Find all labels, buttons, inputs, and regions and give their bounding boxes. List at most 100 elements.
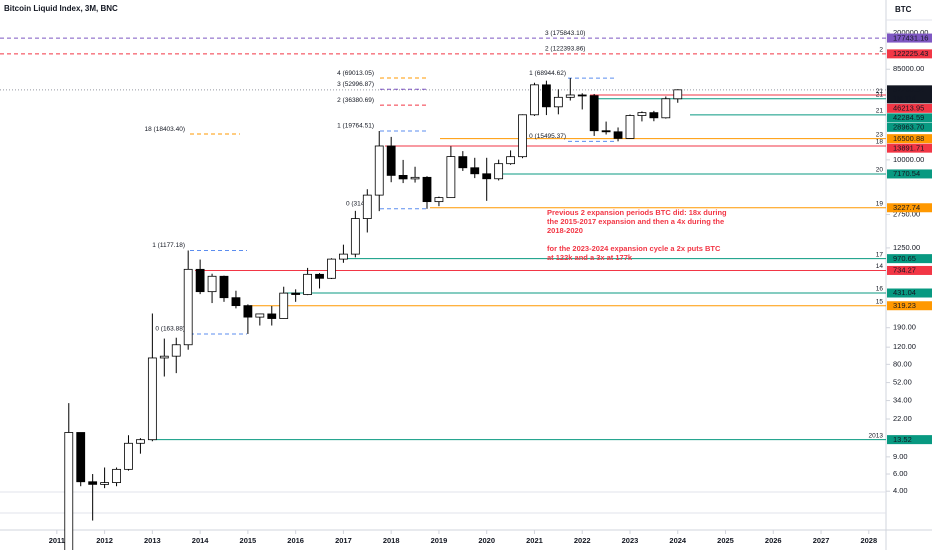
price-label-bg — [887, 143, 932, 153]
annotation: Previous 2 expansion periods BTC did: 18… — [547, 208, 727, 271]
price-label: 13.52 — [893, 435, 912, 444]
x-tick-label: 2011 — [49, 536, 65, 545]
x-tick-label: 2024 — [669, 536, 687, 545]
x-tick-label: 2021 — [526, 536, 543, 545]
x-tick-label: 2018 — [383, 536, 400, 545]
candle-body — [243, 305, 253, 318]
fib-label: 18 (18403.40) — [145, 126, 185, 133]
x-tick-label: 2028 — [860, 536, 877, 545]
fib-label: 1 (68944.62) — [529, 70, 566, 77]
countdown-label: 1M 11d — [893, 95, 916, 102]
price-label: 122225.43 — [893, 49, 928, 58]
y-tick-label: 4.00 — [893, 486, 908, 495]
candle-body — [339, 253, 348, 260]
price-label-bg — [887, 134, 932, 144]
candle-body — [64, 432, 74, 550]
y-tick-label: 9.00 — [893, 452, 908, 461]
candle-body — [171, 344, 181, 357]
candle-body — [506, 156, 515, 165]
candle-body — [255, 313, 265, 318]
candle-body — [159, 355, 169, 359]
y-tick-label: 200000.00 — [893, 28, 928, 37]
price-label-bg — [887, 288, 932, 298]
candle-body — [398, 174, 408, 180]
candle-body — [88, 481, 98, 485]
candle-body — [291, 292, 301, 295]
candle-body — [279, 292, 289, 319]
fib-label: 0 (163.88) — [155, 326, 185, 333]
candle-body — [601, 130, 611, 133]
x-tick-label: 2027 — [813, 536, 830, 545]
price-label-bg — [887, 103, 932, 113]
x-tick-label: 2022 — [574, 536, 591, 545]
price-label: 734.27 — [893, 266, 916, 275]
candle-body — [613, 131, 623, 139]
price-label: 42284.59 — [893, 113, 924, 122]
x-tick-label: 2013 — [144, 536, 161, 545]
candle-body — [136, 439, 145, 444]
fib-label: 0 (15495.37) — [529, 133, 566, 140]
price-label-bg — [887, 435, 932, 445]
x-tick-label: 2020 — [478, 536, 495, 545]
fib-label: 1 (1177.18) — [152, 242, 185, 249]
y-tick-label: 2750.00 — [893, 210, 920, 219]
candle-body — [219, 275, 229, 299]
level-tag: 2 — [879, 47, 883, 54]
candle-body — [386, 145, 396, 176]
candle-body — [542, 84, 551, 108]
candle-body — [422, 176, 432, 203]
x-tick-label: 2019 — [431, 536, 448, 545]
x-tick-label: 2014 — [192, 536, 210, 545]
fib-label: 3 (52996.87) — [337, 81, 374, 88]
level-tag: 21 — [876, 108, 884, 115]
price-label: 52260.34 — [893, 85, 924, 94]
y-tick-label: 80.00 — [893, 359, 912, 368]
price-label-bg — [887, 49, 932, 59]
y-tick-label: 6.00 — [893, 469, 908, 478]
candle-body — [625, 115, 635, 139]
fib-label: 4 (69013.05) — [337, 70, 374, 77]
price-label: 16500.88 — [893, 134, 924, 143]
candle-body — [147, 357, 157, 441]
price-label: 7170.54 — [893, 169, 920, 178]
candle-body — [350, 218, 360, 255]
candle-body — [195, 268, 205, 293]
candle-body — [267, 313, 277, 319]
price-label-bg — [887, 254, 932, 264]
level-tag: 14 — [876, 263, 884, 270]
candle-body — [207, 275, 217, 293]
candle-body — [530, 84, 539, 116]
candle-body — [458, 156, 468, 169]
fib-label: 3 (175843.10) — [545, 30, 585, 37]
y-tick-label: 120.00 — [893, 342, 916, 351]
candle-body — [482, 173, 492, 180]
y-tick-label: 34.00 — [893, 396, 912, 405]
fib-label: 0 (3148 — [346, 201, 368, 208]
candle-body — [565, 94, 575, 98]
price-label-bg — [887, 203, 932, 213]
x-tick-label: 2025 — [717, 536, 734, 545]
price-label-bg — [887, 85, 932, 104]
annotation-text: for the 2023-2024 expansion cycle a 2x p… — [547, 244, 721, 262]
candle-body — [303, 273, 312, 295]
candle-body — [362, 194, 372, 219]
candle-body — [112, 468, 121, 484]
candle-body — [589, 95, 599, 132]
candle-body — [673, 89, 683, 100]
x-tick-label: 2012 — [96, 536, 113, 545]
fib-label: 2 (36380.69) — [337, 97, 374, 104]
candle-body — [494, 163, 504, 180]
annotation-text: Previous 2 expansion periods BTC did: 18… — [547, 208, 727, 235]
y-tick-label: 190.00 — [893, 323, 916, 332]
y-tick-label: 52.00 — [893, 378, 912, 387]
x-tick-label: 2023 — [622, 536, 639, 545]
price-label: 3227.74 — [893, 203, 920, 212]
candle-body — [76, 432, 86, 483]
y-tick-label: 85000.00 — [893, 64, 924, 73]
price-label-bg — [887, 122, 932, 132]
candle-body — [637, 112, 647, 116]
candle-body — [124, 442, 133, 470]
x-tick-label: 2026 — [765, 536, 782, 545]
candle-body — [649, 112, 659, 119]
chart-title: Bitcoin Liquid Index, 3M, BNC — [4, 4, 118, 13]
